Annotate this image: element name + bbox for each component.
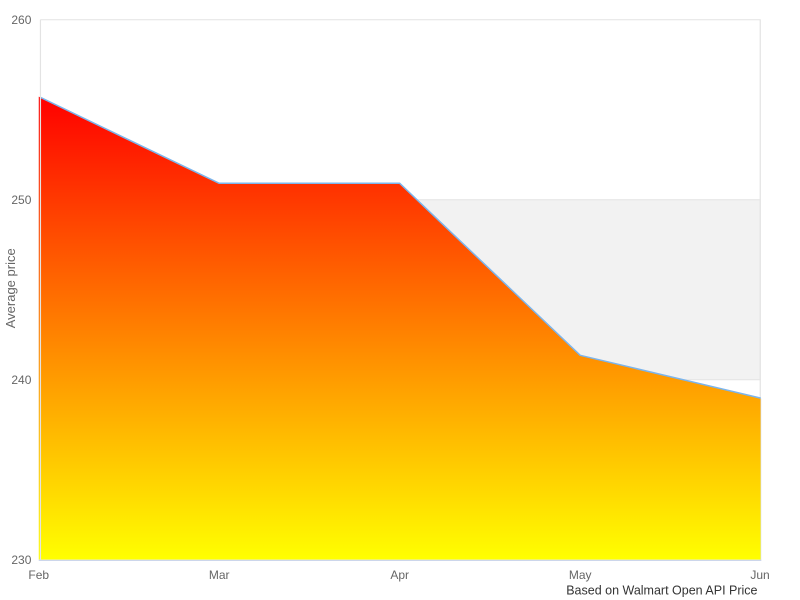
svg-text:260: 260 bbox=[11, 13, 31, 27]
svg-text:Apr: Apr bbox=[390, 568, 409, 582]
svg-text:Average price: Average price bbox=[3, 248, 18, 328]
svg-text:230: 230 bbox=[11, 553, 31, 567]
svg-text:Feb: Feb bbox=[28, 568, 49, 582]
svg-text:May: May bbox=[569, 568, 592, 582]
svg-text:Based on Walmart Open API Pric: Based on Walmart Open API Price bbox=[566, 584, 757, 598]
svg-text:240: 240 bbox=[11, 373, 31, 387]
svg-text:Mar: Mar bbox=[209, 568, 230, 582]
svg-text:Jun: Jun bbox=[750, 568, 769, 582]
svg-text:250: 250 bbox=[11, 193, 31, 207]
